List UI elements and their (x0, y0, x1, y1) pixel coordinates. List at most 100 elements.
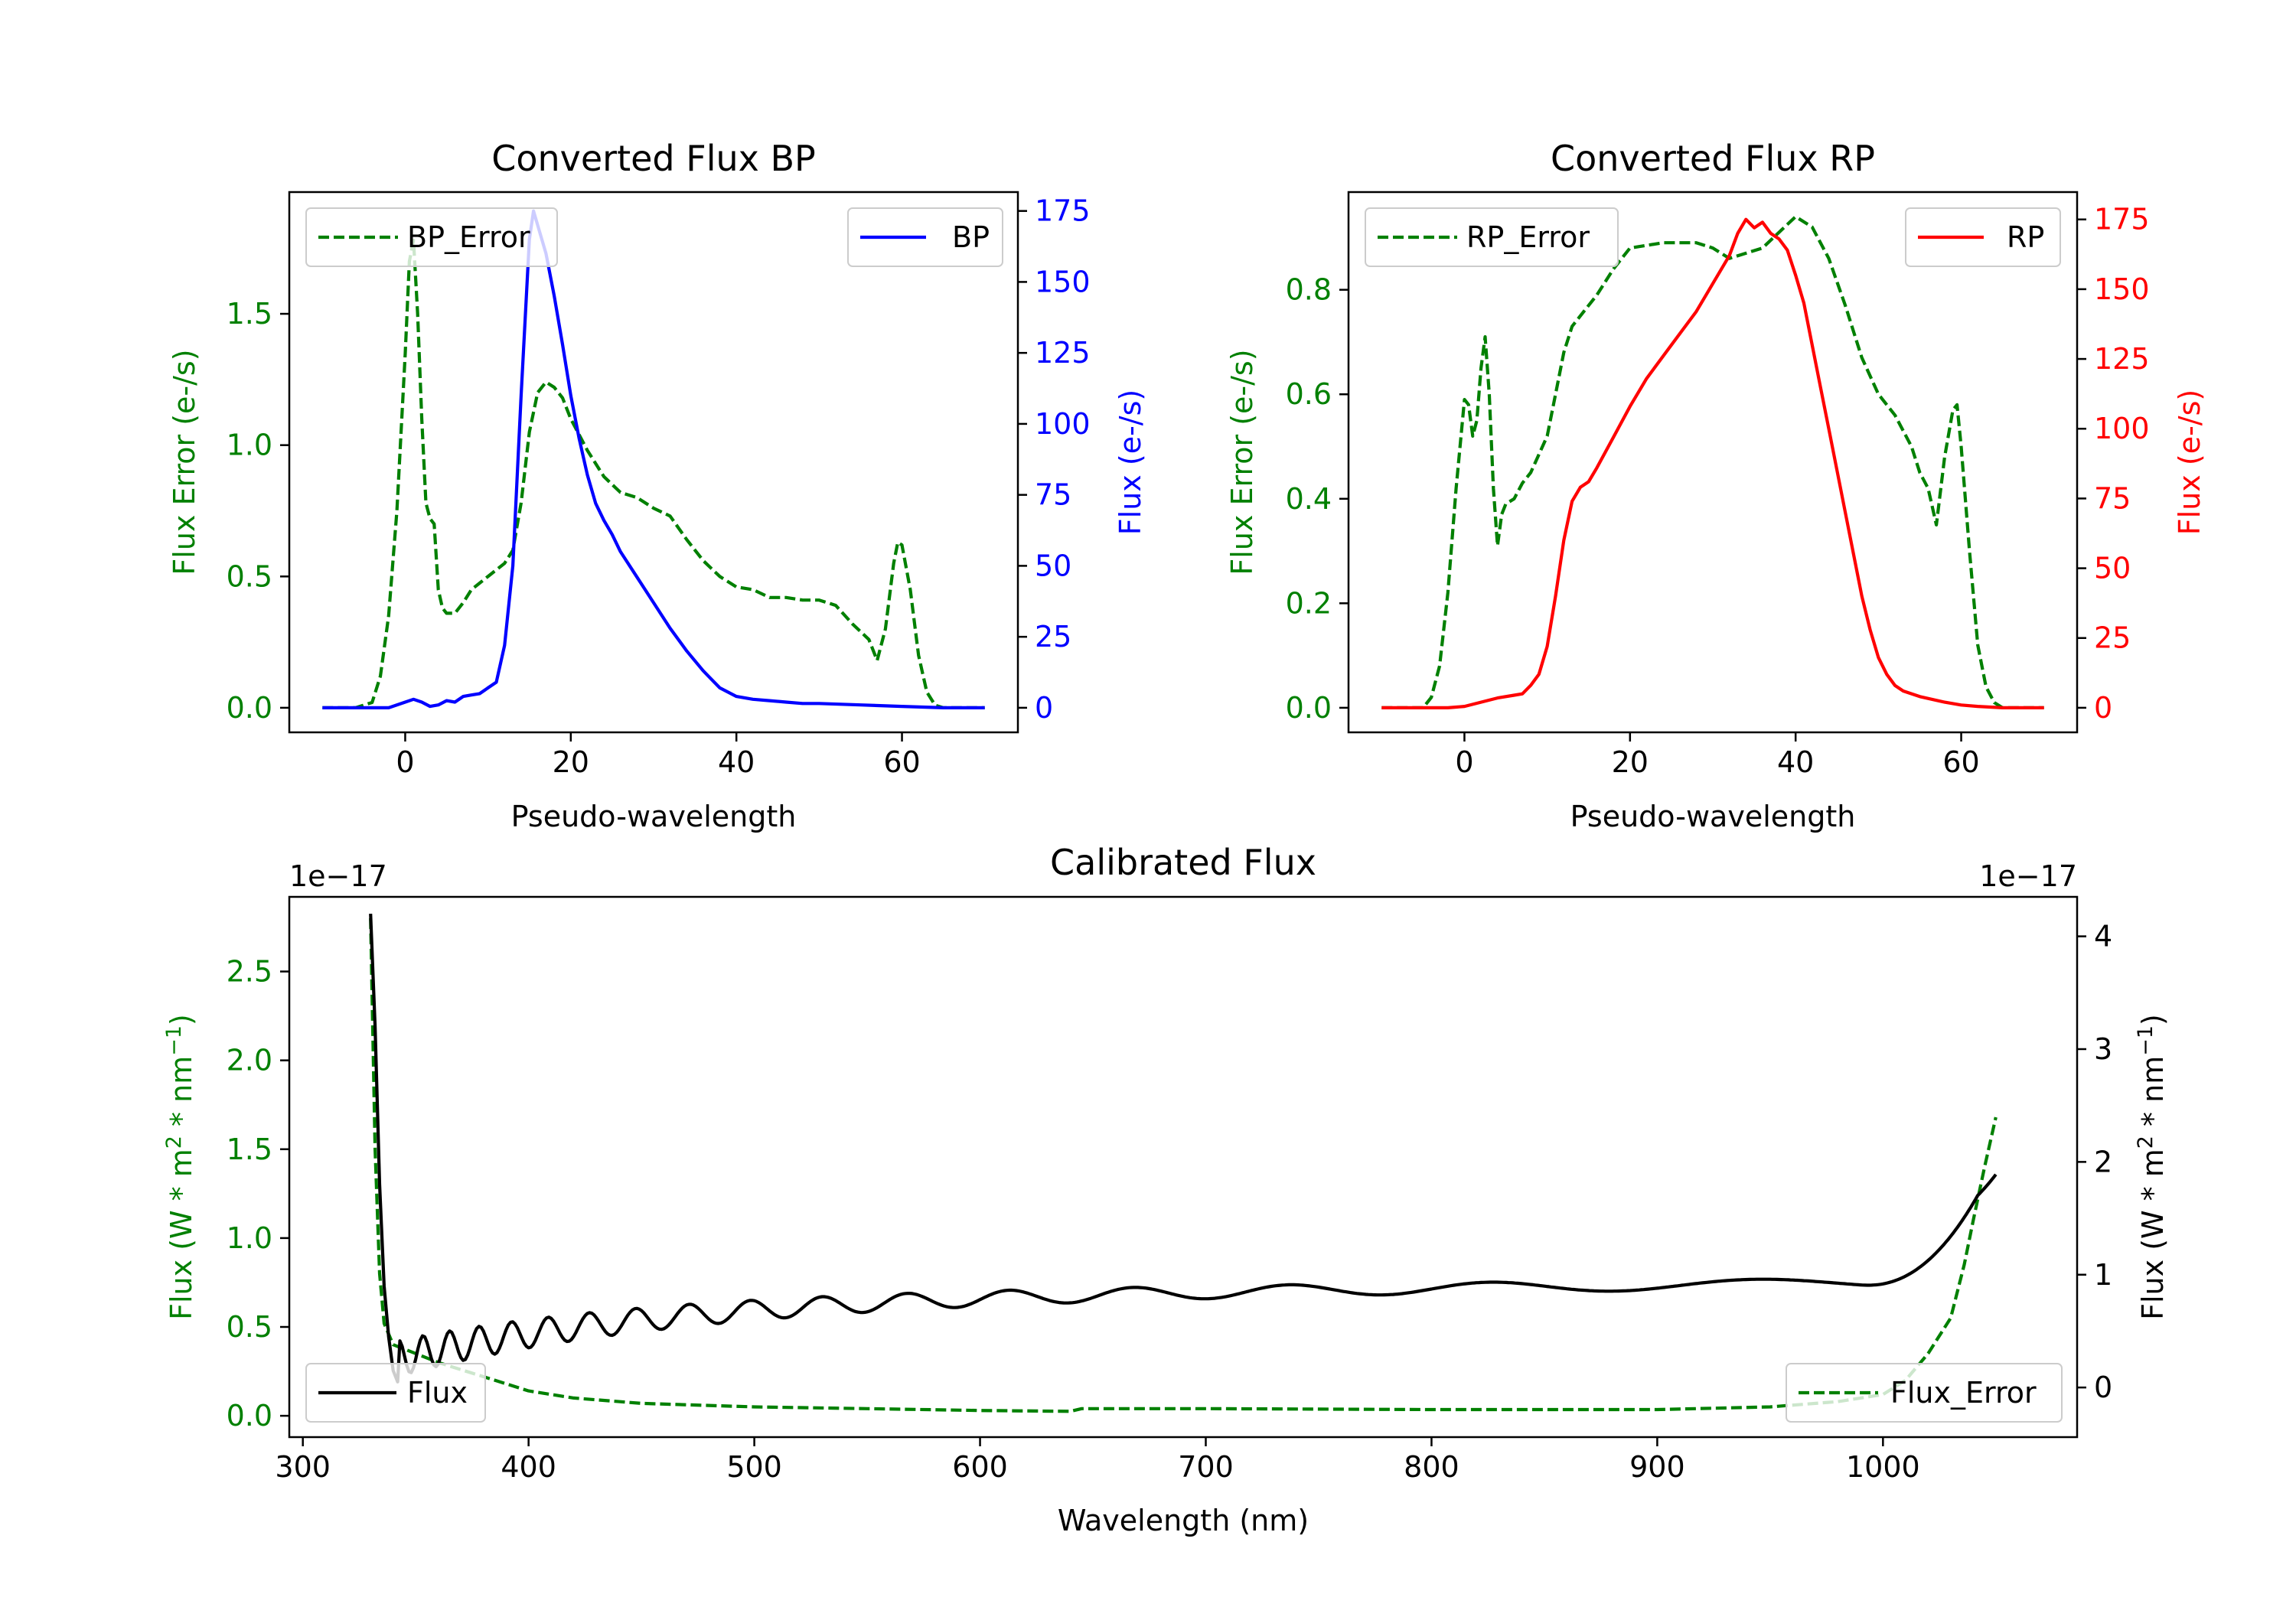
bp-right-ytick-label: 175 (1035, 194, 1091, 228)
cal-series-flux (369, 914, 1998, 1384)
cal-right-ytick-label: 0 (2094, 1371, 2112, 1404)
cal-title: Calibrated Flux (1050, 842, 1316, 883)
bp-legend-error-label: BP_Error (407, 220, 530, 254)
rp-left-ytick-label: 0.4 (1286, 482, 1332, 516)
rp-xlabel: Pseudo-wavelength (1570, 800, 1856, 833)
cal-legend-flux-label: Flux (407, 1376, 468, 1410)
cal-left-ylabel-sup2: −1 (162, 1025, 186, 1056)
rp-series-rp-error (1381, 215, 2044, 709)
rp-right-ytick-label: 50 (2094, 552, 2131, 585)
rp-plot-frame (1347, 191, 2079, 734)
rp-xtick-label: 0 (1455, 745, 1473, 779)
cal-left-ytick-label: 1.5 (227, 1133, 272, 1166)
bp-right-ytick-label: 125 (1035, 336, 1091, 370)
bp-xtick-label: 0 (396, 745, 414, 779)
rp-left-ytick-label: 0.6 (1286, 377, 1332, 411)
rp-legend-error-label: RP_Error (1466, 220, 1590, 254)
rp-right-ytick-label: 175 (2094, 203, 2150, 236)
rp-series-rp (1381, 217, 2044, 709)
cal-right-ylabel: Flux (W * m2 * nm−1) (2134, 1014, 2170, 1320)
bp-xtick-label: 20 (553, 745, 589, 779)
bp-left-ytick-label: 0.0 (227, 691, 272, 725)
panel-calibrated: Calibrated Flux 1e−17 1e−17 300 400 500 600… (162, 842, 2170, 1537)
cal-right-ylabel-sup1: 2 (2134, 1136, 2157, 1149)
rp-left-ytick-label: 0.0 (1286, 691, 1332, 725)
bp-title: Converted Flux BP (491, 138, 816, 179)
cal-left-offset: 1e−17 (289, 859, 387, 893)
bp-left-ytick-label: 0.5 (227, 559, 272, 593)
bp-right-ylabel: Flux (e-/s) (1114, 390, 1147, 535)
bp-right-ytick-label: 0 (1035, 691, 1053, 725)
cal-left-ytick-label: 0.5 (227, 1310, 272, 1344)
cal-xtick-label: 1000 (1846, 1450, 1920, 1484)
bp-legend-flux: BP (847, 207, 1003, 267)
cal-right-ytick-label: 3 (2094, 1032, 2112, 1066)
cal-left-ytick-label: 0.0 (227, 1399, 272, 1433)
cal-xlabel: Wavelength (nm) (1058, 1504, 1309, 1537)
cal-left-ytick-label: 2.0 (227, 1044, 272, 1077)
cal-left-ylabel: Flux (W * m2 * nm−1) (162, 1014, 198, 1320)
rp-legend-flux: RP (1905, 207, 2061, 267)
cal-xtick-label: 800 (1404, 1450, 1459, 1484)
rp-legend-flux-label: RP (2007, 220, 2044, 254)
rp-right-ytick-label: 125 (2094, 342, 2150, 376)
cal-right-ylabel-sup2: −1 (2134, 1025, 2157, 1056)
cal-right-ylabel-main: Flux (W * m (2136, 1149, 2170, 1320)
rp-left-ytick-label: 0.8 (1286, 273, 1332, 307)
cal-right-ylabel-end: ) (2136, 1014, 2170, 1025)
bp-series-bp-error (322, 238, 985, 709)
cal-xtick-label: 300 (275, 1450, 331, 1484)
bp-xtick-label: 40 (718, 745, 755, 779)
rp-xtick-label: 20 (1612, 745, 1649, 779)
cal-legend-error: Flux_Error (1786, 1363, 2063, 1423)
bp-legend-error: BP_Error (305, 207, 558, 267)
rp-legend-error: RP_Error (1365, 207, 1619, 267)
cal-legend-error-label: Flux_Error (1890, 1376, 2037, 1410)
cal-right-ytick-label: 1 (2094, 1258, 2112, 1292)
cal-left-ytick-label: 1.0 (227, 1221, 272, 1255)
bp-right-ytick-label: 150 (1035, 265, 1091, 298)
rp-left-ylabel: Flux Error (e-/s) (1225, 349, 1259, 575)
bp-left-ytick-label: 1.0 (227, 429, 272, 462)
rp-right-ylabel: Flux (e-/s) (2173, 390, 2206, 535)
bp-right-ytick-label: 50 (1035, 549, 1071, 582)
cal-left-ylabel-sup1: 2 (162, 1136, 186, 1149)
cal-right-ytick-label: 2 (2094, 1145, 2112, 1178)
rp-right-ytick-label: 75 (2094, 481, 2131, 515)
bp-xtick-label: 60 (883, 745, 920, 779)
bp-right-ytick-label: 75 (1035, 478, 1071, 512)
bp-right-ytick-label: 25 (1035, 620, 1071, 654)
cal-left-ylabel-main: Flux (W * m (165, 1149, 198, 1320)
rp-left-ytick-label: 0.2 (1286, 586, 1332, 620)
cal-left-ylabel-mid: * nm (165, 1056, 198, 1136)
rp-right-ytick-label: 100 (2094, 412, 2150, 445)
bp-right-ytick-label: 100 (1035, 407, 1091, 441)
cal-right-ylabel-mid: * nm (2136, 1056, 2170, 1136)
rp-xtick-label: 40 (1777, 745, 1814, 779)
bp-left-ytick-label: 1.5 (227, 297, 272, 331)
cal-right-offset: 1e−17 (1979, 859, 2077, 893)
cal-plot-frame (288, 895, 2079, 1439)
bp-left-ylabel: Flux Error (e-/s) (168, 349, 201, 575)
cal-xtick-label: 500 (726, 1450, 782, 1484)
cal-xtick-label: 400 (501, 1450, 556, 1484)
cal-right-ytick-label: 4 (2094, 920, 2112, 953)
cal-xtick-label: 900 (1629, 1450, 1685, 1484)
cal-xtick-label: 700 (1178, 1450, 1234, 1484)
cal-left-ytick-label: 2.5 (227, 955, 272, 989)
rp-xtick-label: 60 (1942, 745, 1979, 779)
cal-legend-flux: Flux (305, 1363, 486, 1423)
bp-plot-frame (288, 191, 1019, 734)
rp-title: Converted Flux RP (1551, 138, 1875, 179)
bp-xlabel: Pseudo-wavelength (511, 800, 797, 833)
cal-xtick-label: 600 (952, 1450, 1008, 1484)
rp-right-ytick-label: 25 (2094, 621, 2131, 655)
panel-rp: Converted Flux RP 0 20 40 60 0.0 0.2 0.4 0.6 0.… (1225, 138, 2206, 833)
cal-left-ylabel-end: ) (165, 1014, 198, 1025)
rp-right-ytick-label: 150 (2094, 272, 2150, 306)
bp-series-bp (322, 209, 985, 709)
bp-legend-flux-label: BP (952, 220, 990, 254)
rp-right-ytick-label: 0 (2094, 691, 2112, 725)
